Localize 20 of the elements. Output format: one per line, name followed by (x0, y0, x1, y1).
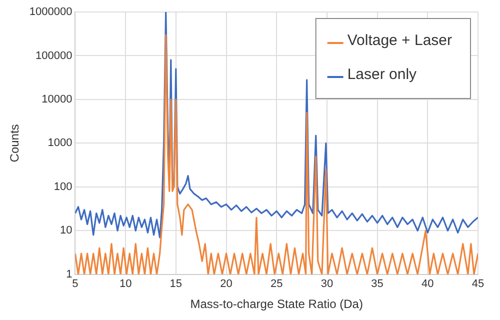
x-tick-label: 35 (371, 278, 384, 290)
x-tick-label: 45 (472, 278, 484, 290)
y-tick-label: 10 (60, 224, 72, 237)
y-tick-label: 100 (54, 180, 72, 193)
y-tick-label: 100000 (36, 50, 72, 62)
y-tick-label: 10000 (42, 94, 72, 106)
x-tick-label: 5 (72, 278, 78, 290)
x-tick-label: 20 (220, 278, 232, 290)
x-tick-label: 30 (320, 278, 334, 290)
legend-label: Voltage + Laser (347, 32, 452, 50)
x-tick-label: 15 (170, 278, 182, 290)
legend-label: Laser only (347, 66, 418, 84)
x-tick-label: 25 (270, 278, 283, 290)
y-tick-label: 1 (66, 268, 72, 280)
y-tick-label: 1000 (48, 137, 72, 150)
x-tick-label: 10 (119, 278, 132, 290)
y-axis-title: Counts (8, 124, 22, 162)
y-tick-label: 1000000 (29, 6, 72, 18)
x-axis-title: Mass-to-charge State Ratio (Da) (190, 297, 363, 312)
x-tick-label: 40 (422, 278, 434, 290)
